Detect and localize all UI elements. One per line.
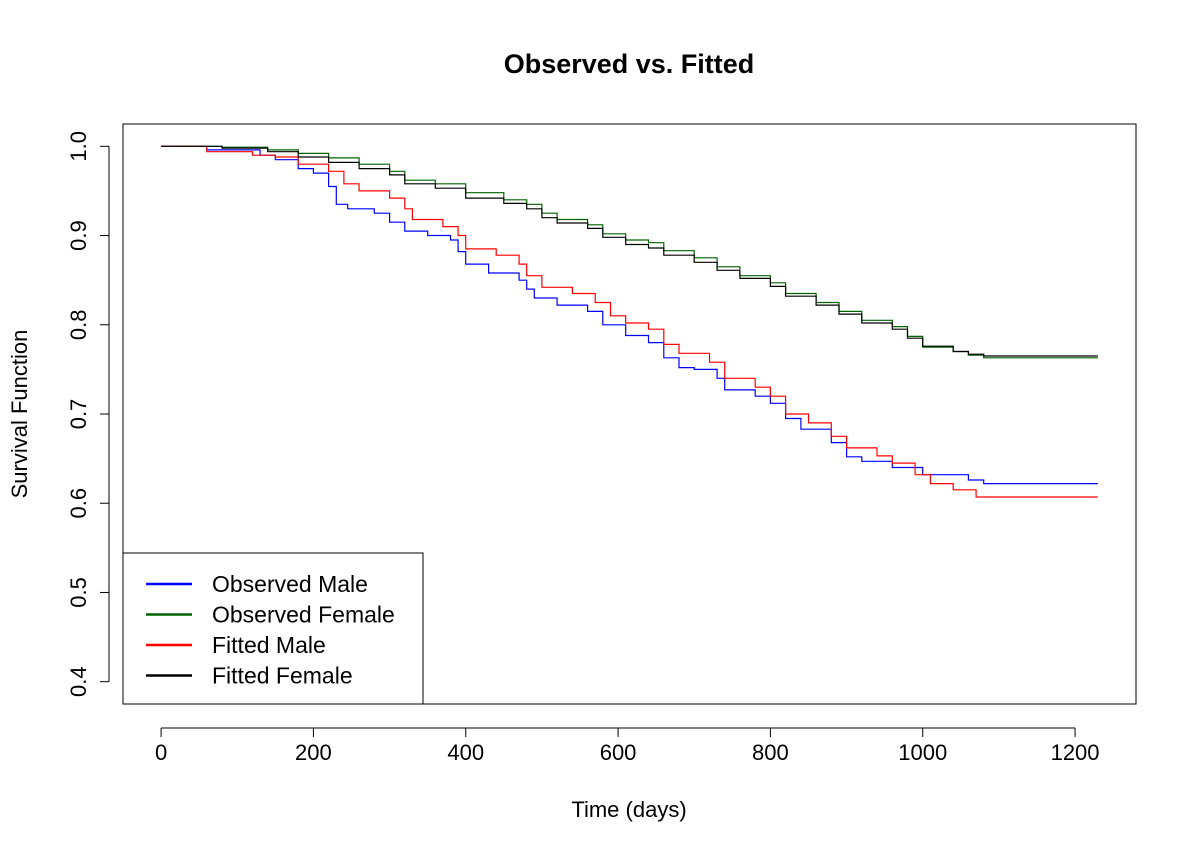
y-tick-label: 0.9 [66, 220, 91, 251]
x-axis-label: Time (days) [571, 797, 686, 822]
plot-frame [122, 123, 1137, 705]
series-layer [161, 145, 1098, 498]
y-tick-label: 0.4 [66, 666, 91, 697]
y-tick-label: 0.8 [66, 309, 91, 340]
legend-label: Observed Female [212, 602, 395, 628]
legend-label: Fitted Female [212, 663, 353, 689]
axes-layer: 0 200 400 600 800 1000 1200 0.4 0.5 0.6 0.7 0.8 0.9 1… [66, 131, 1100, 765]
y-tick-label: 1.0 [66, 131, 91, 162]
chart-title: Observed vs. Fitted [504, 49, 755, 79]
x-tick-label: 0 [155, 740, 167, 765]
legend-label: Observed Male [212, 571, 368, 597]
y-axis-label: Survival Function [7, 330, 32, 499]
y-tick-label: 0.6 [66, 488, 91, 519]
series-line-1 [161, 145, 1098, 359]
series-line-0 [161, 145, 1098, 485]
legend-box [122, 552, 424, 705]
y-tick-label: 0.7 [66, 399, 91, 430]
legend: Observed Male Observed Female Fitted Male F… [122, 552, 424, 705]
legend-label: Fitted Male [212, 632, 326, 658]
x-tick-label: 1000 [898, 740, 947, 765]
y-tick-label: 0.5 [66, 577, 91, 608]
series-line-2 [161, 145, 1098, 498]
x-tick-label: 400 [447, 740, 484, 765]
x-tick-label: 600 [600, 740, 637, 765]
x-tick-label: 1200 [1051, 740, 1100, 765]
x-tick-label: 800 [752, 740, 789, 765]
x-tick-label: 200 [295, 740, 332, 765]
series-line-3 [161, 145, 1098, 357]
